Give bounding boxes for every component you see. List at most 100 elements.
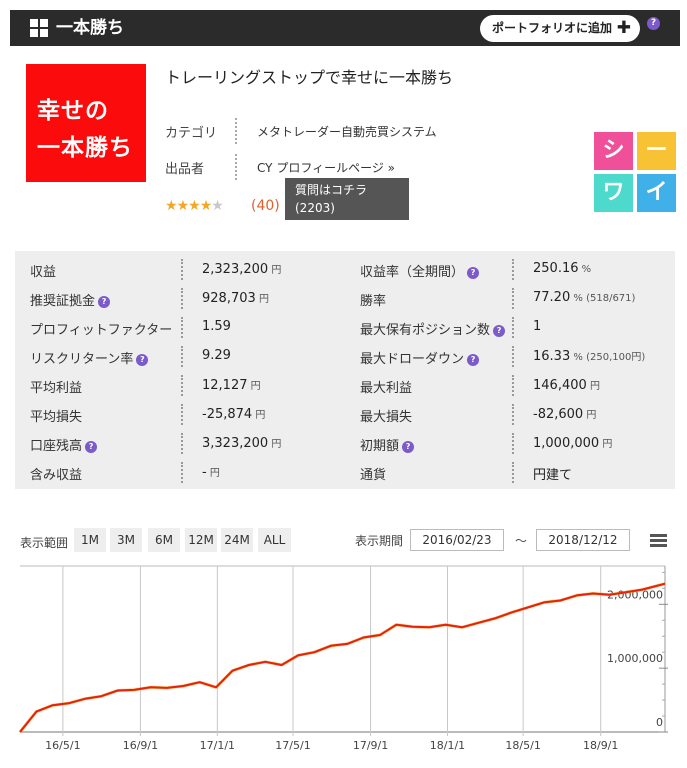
review-count-link[interactable]: (40)	[251, 198, 280, 214]
stat-divider	[181, 288, 183, 309]
y-tick-label: 1,000,000	[607, 652, 663, 665]
stat-divider	[512, 404, 514, 425]
stat-label: 勝率	[360, 294, 387, 309]
range-label: 表示範囲	[20, 536, 69, 550]
plus-icon: ✚	[616, 18, 631, 38]
tooltip-line-1: 質問はコチラ	[295, 183, 368, 197]
help-icon[interactable]: ?	[402, 441, 415, 453]
stat-value: -25,874 円	[202, 407, 266, 422]
stat-label: 初期額?	[360, 435, 415, 454]
stat-divider	[512, 375, 514, 396]
star-icon: ★	[176, 198, 190, 214]
category-value: メタトレーダー自動売買システム	[257, 125, 437, 139]
x-tick-label: 18/1/1	[430, 739, 465, 752]
thumbnail-line-2: 一本勝ち	[37, 135, 133, 161]
add-to-portfolio-label: ポートフォリオに追加	[491, 21, 612, 35]
seller-profile-link[interactable]: CY プロフィールページ »	[257, 161, 395, 175]
stat-divider	[512, 317, 514, 338]
logo-tile: シ	[594, 132, 633, 170]
seller-label: 出品者	[165, 162, 205, 177]
star-icon: ★	[199, 198, 213, 214]
stat-label: 推奨証拠金?	[30, 290, 111, 309]
product-thumbnail[interactable]: 幸せの 一本勝ち	[26, 64, 146, 182]
profit-chart: 16/5/1 16/9/1 17/1/1 17/5/1 17/9/1 18/1/1 18/5…	[18, 565, 668, 752]
add-to-portfolio-button[interactable]: ポートフォリオに追加 ✚	[479, 15, 640, 42]
range-button-6m[interactable]: 6M	[148, 528, 180, 552]
stat-label: 収益	[30, 265, 57, 280]
question-tooltip[interactable]: 質問はコチラ (2203)	[285, 178, 409, 220]
stat-value: 円建て	[533, 468, 573, 483]
stat-divider	[512, 346, 514, 367]
x-tick-label: 17/9/1	[353, 739, 388, 752]
help-icon[interactable]: ?	[493, 325, 506, 337]
help-icon[interactable]: ?	[98, 296, 111, 308]
stat-value: 12,127 円	[202, 378, 261, 393]
help-icon[interactable]: ?	[136, 354, 149, 366]
range-button-24m[interactable]: 24M	[221, 528, 253, 552]
start-date-input[interactable]: 2016/02/23	[410, 529, 504, 551]
range-button-12m[interactable]: 12M	[185, 528, 217, 552]
star-icon: ★	[188, 198, 201, 214]
stat-divider	[181, 346, 183, 367]
stats-row: プロフィットファクター 1.59 最大保有ポジション数? 1	[15, 313, 675, 342]
equity-line-shadow	[18, 582, 666, 733]
stat-divider	[181, 404, 183, 425]
stat-value: 2,323,200 円	[202, 262, 282, 277]
stat-value: 1,000,000 円	[533, 436, 613, 451]
help-icon[interactable]: ?	[467, 267, 480, 279]
seller-logo: シーワイ	[594, 132, 676, 212]
help-icon[interactable]: ?	[467, 354, 480, 366]
stat-label: 収益率（全期間）?	[360, 261, 480, 280]
stat-value: 77.20 % (518/671)	[533, 290, 636, 305]
equity-line	[19, 582, 666, 733]
stat-label: 最大ドローダウン?	[360, 348, 480, 367]
stats-row: 平均損失 -25,874 円 最大損失 -82,600 円	[15, 400, 675, 429]
stat-label: リスクリターン率?	[30, 348, 149, 367]
y-tick-label: 0	[656, 716, 663, 729]
stats-row: 口座残高? 3,323,200 円 初期額? 1,000,000 円	[15, 429, 675, 458]
stat-label: 平均損失	[30, 410, 83, 425]
page-title: 一本勝ち	[56, 18, 124, 38]
range-button-1m[interactable]: 1M	[74, 528, 106, 552]
stats-row: 平均利益 12,127 円 最大利益 146,400 円	[15, 371, 675, 400]
stats-row: 含み収益 - 円 通貨 円建て	[15, 458, 675, 487]
tooltip-line-2: (2203)	[295, 201, 335, 215]
x-tick-label: 16/9/1	[123, 739, 158, 752]
end-date-input[interactable]: 2018/12/12	[536, 529, 630, 551]
help-icon[interactable]: ?	[85, 441, 98, 453]
star-icon: ★	[211, 198, 224, 214]
stat-value: 146,400 円	[533, 378, 600, 393]
logo-tile: ワ	[594, 174, 633, 212]
stat-divider	[181, 433, 183, 454]
stat-value: -82,600 円	[533, 407, 597, 422]
x-tick-label: 18/5/1	[505, 739, 540, 752]
stat-divider	[181, 375, 183, 396]
stats-row: 推奨証拠金? 928,703 円 勝率 77.20 % (518/671)	[15, 284, 675, 313]
help-icon[interactable]: ?	[647, 17, 660, 30]
logo-tile: ー	[637, 132, 676, 170]
x-tick-label: 18/9/1	[583, 739, 618, 752]
stat-label: 口座残高?	[30, 435, 98, 454]
seller-divider	[235, 154, 237, 180]
stat-divider	[512, 288, 514, 309]
x-tick-label: 17/1/1	[200, 739, 235, 752]
stat-value: 250.16 %	[533, 261, 592, 276]
range-button-all[interactable]: ALL	[258, 528, 291, 552]
stat-divider	[512, 462, 514, 483]
rating-stars: ★★★★★	[165, 198, 224, 214]
range-button-3m[interactable]: 3M	[110, 528, 142, 552]
product-title: トレーリングストップで幸せに一本勝ち	[165, 68, 454, 87]
stat-label: プロフィットファクター	[30, 323, 173, 338]
stat-divider	[181, 259, 183, 280]
stat-value: 1	[533, 319, 542, 334]
stat-value: 928,703 円	[202, 291, 269, 306]
stat-divider	[512, 433, 514, 454]
stat-label: 最大損失	[360, 410, 413, 425]
x-tick-label: 16/5/1	[45, 739, 80, 752]
page-header: 一本勝ち ポートフォリオに追加 ✚ ?	[10, 10, 680, 46]
stats-table: 収益 2,323,200 円 収益率（全期間）? 250.16 % 推奨証拠金? 928,…	[15, 251, 675, 489]
stat-divider	[181, 317, 183, 338]
stat-label: 最大保有ポジション数?	[360, 319, 506, 338]
stat-value: 9.29	[202, 348, 231, 363]
chart-menu-icon[interactable]	[650, 534, 667, 548]
